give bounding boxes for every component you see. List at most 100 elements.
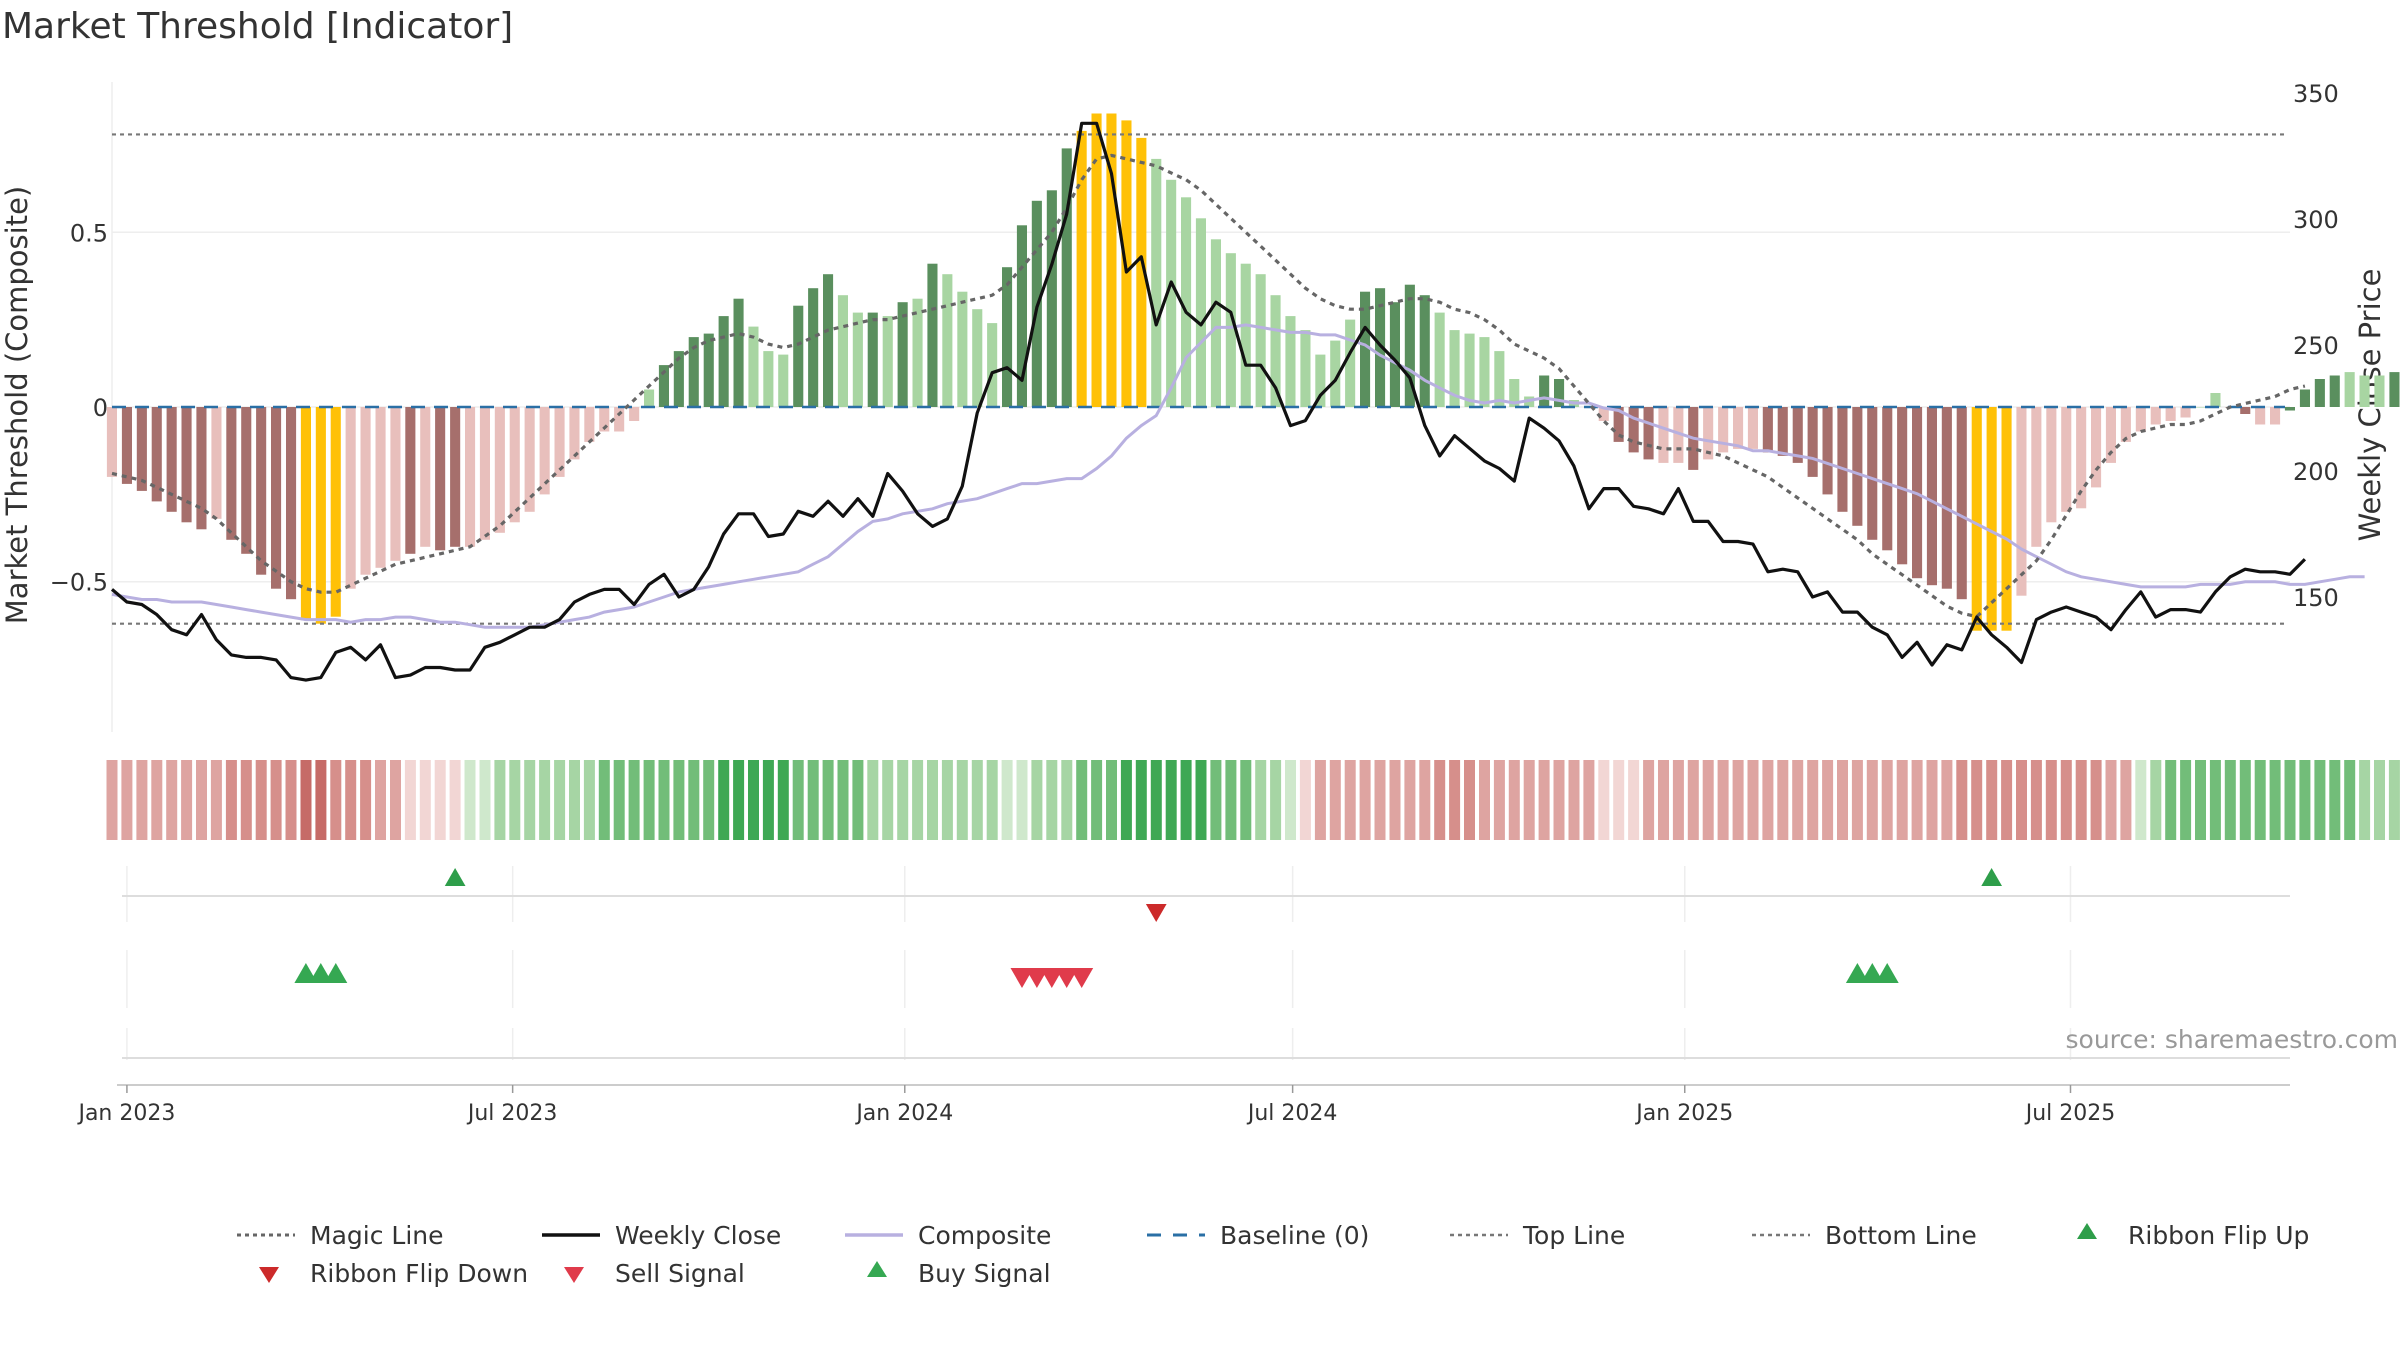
ribbon-cell: [2135, 760, 2147, 840]
composite-bar: [1494, 351, 1505, 407]
composite-bar: [136, 407, 147, 491]
buy-signal-marker: [1845, 963, 1869, 983]
ribbon-cell: [703, 760, 715, 840]
legend-item-weekly-close: Weekly Close: [542, 1221, 781, 1250]
composite-bar: [987, 323, 998, 407]
ribbon-cell: [2165, 760, 2177, 840]
ribbon-cell: [1016, 760, 1028, 840]
buy-signal-marker: [1875, 963, 1899, 983]
ribbon-cell: [2060, 760, 2072, 840]
legend-item-ribbon-flip-down: Ribbon Flip Down: [259, 1259, 528, 1288]
composite-bar: [629, 407, 640, 421]
composite-bar: [1733, 407, 1744, 449]
ribbon-cell: [2150, 760, 2162, 840]
ribbon-cell: [1807, 760, 1819, 840]
composite-bar: [2061, 407, 2072, 512]
composite-bar: [2120, 407, 2131, 442]
ribbon-cell: [1658, 760, 1669, 840]
composite-bar: [2314, 379, 2325, 407]
sell-signal-marker: [1055, 968, 1079, 988]
ribbon-cell: [509, 760, 521, 840]
ribbon-cell: [1732, 760, 1744, 840]
ribbon-cell: [1613, 760, 1625, 840]
ribbon-cell: [2269, 760, 2281, 840]
ribbon-cell: [166, 760, 178, 840]
composite-bar: [718, 316, 729, 407]
composite-bar: [644, 389, 655, 407]
ribbon-cell: [524, 760, 536, 840]
composite-bar: [196, 407, 207, 530]
ribbon-cell: [1866, 760, 1878, 840]
legend-label: Baseline (0): [1220, 1221, 1369, 1250]
ribbon-cell: [688, 760, 700, 840]
composite-bar: [241, 407, 252, 554]
composite-bar: [897, 302, 908, 407]
composite-bar: [1330, 340, 1341, 407]
composite-bars: [106, 113, 2400, 631]
right-tick-label: 150: [2293, 584, 2339, 612]
ribbon-cell: [315, 760, 327, 840]
composite-bar: [2195, 407, 2206, 408]
composite-bar: [554, 407, 565, 477]
legend-item-sell: Sell Signal: [564, 1259, 745, 1288]
ribbon-cell: [1941, 760, 1953, 840]
ribbon-cell: [1046, 760, 1058, 840]
ribbon-cell: [1180, 760, 1192, 840]
composite-bar: [360, 407, 371, 575]
composite-bar: [614, 407, 625, 432]
composite-bar: [733, 298, 744, 407]
ribbon-cell: [2195, 760, 2206, 840]
ribbon-cell: [2344, 760, 2356, 840]
ribbon-cell: [1598, 760, 1610, 840]
ribbon-cell: [658, 760, 670, 840]
ribbon-cell: [882, 760, 894, 840]
ribbon-cell: [912, 760, 924, 840]
ribbon-cell: [255, 760, 267, 840]
composite-bar: [1389, 302, 1400, 407]
composite-bar: [867, 312, 878, 407]
composite-bar: [2270, 407, 2281, 425]
composite-bar: [1539, 375, 1550, 407]
ribbon-cell: [1568, 760, 1580, 840]
date-tick-label: Jan 2024: [854, 1101, 953, 1126]
ribbon-cell: [1240, 760, 1252, 840]
legend-item-buy: Buy Signal: [867, 1259, 1051, 1288]
ribbon-cell: [479, 760, 491, 840]
ribbon-cell: [822, 760, 834, 840]
composite-bar: [390, 407, 401, 561]
ribbon-cell: [1120, 760, 1132, 840]
ribbon-cell: [2180, 760, 2192, 840]
ribbon-cell: [2075, 760, 2087, 840]
ribbon-cell: [2314, 760, 2326, 840]
axis-ticks: 0.5 0 −0.5 350 300 250 200 150: [50, 80, 2339, 612]
ribbon-cell: [360, 760, 372, 840]
composite-bar: [1703, 407, 1714, 460]
composite-bar: [1151, 158, 1162, 407]
composite-bar: [211, 407, 222, 519]
ribbon-cell: [1359, 760, 1371, 840]
composite-bar: [1718, 407, 1729, 453]
ribbon-cell: [1031, 760, 1043, 840]
ribbon-cell: [1210, 760, 1222, 840]
right-tick-label: 350: [2293, 80, 2339, 108]
ribbon-cell: [613, 760, 625, 840]
composite-bar: [256, 407, 267, 575]
composite-bar: [1598, 407, 1609, 421]
ribbon-cell: [1404, 760, 1416, 840]
ribbon-cell: [210, 760, 222, 840]
ribbon-cell: [1344, 760, 1356, 840]
ribbon-cell: [1777, 760, 1789, 840]
composite-bar: [479, 407, 490, 540]
ribbon-cell: [583, 760, 595, 840]
ribbon-cell: [1747, 760, 1759, 840]
ribbon-cell: [1628, 760, 1640, 840]
ribbon-cell: [449, 760, 461, 840]
ribbon-cell: [285, 760, 297, 840]
ribbon-cell: [1165, 760, 1177, 840]
ribbon-cell: [106, 760, 118, 840]
ribbon-cell: [1285, 760, 1296, 840]
ribbon-cell: [1106, 760, 1117, 840]
ribbon-cell: [1419, 760, 1431, 840]
composite-bar: [1658, 407, 1669, 463]
composite-bar: [1061, 148, 1072, 407]
